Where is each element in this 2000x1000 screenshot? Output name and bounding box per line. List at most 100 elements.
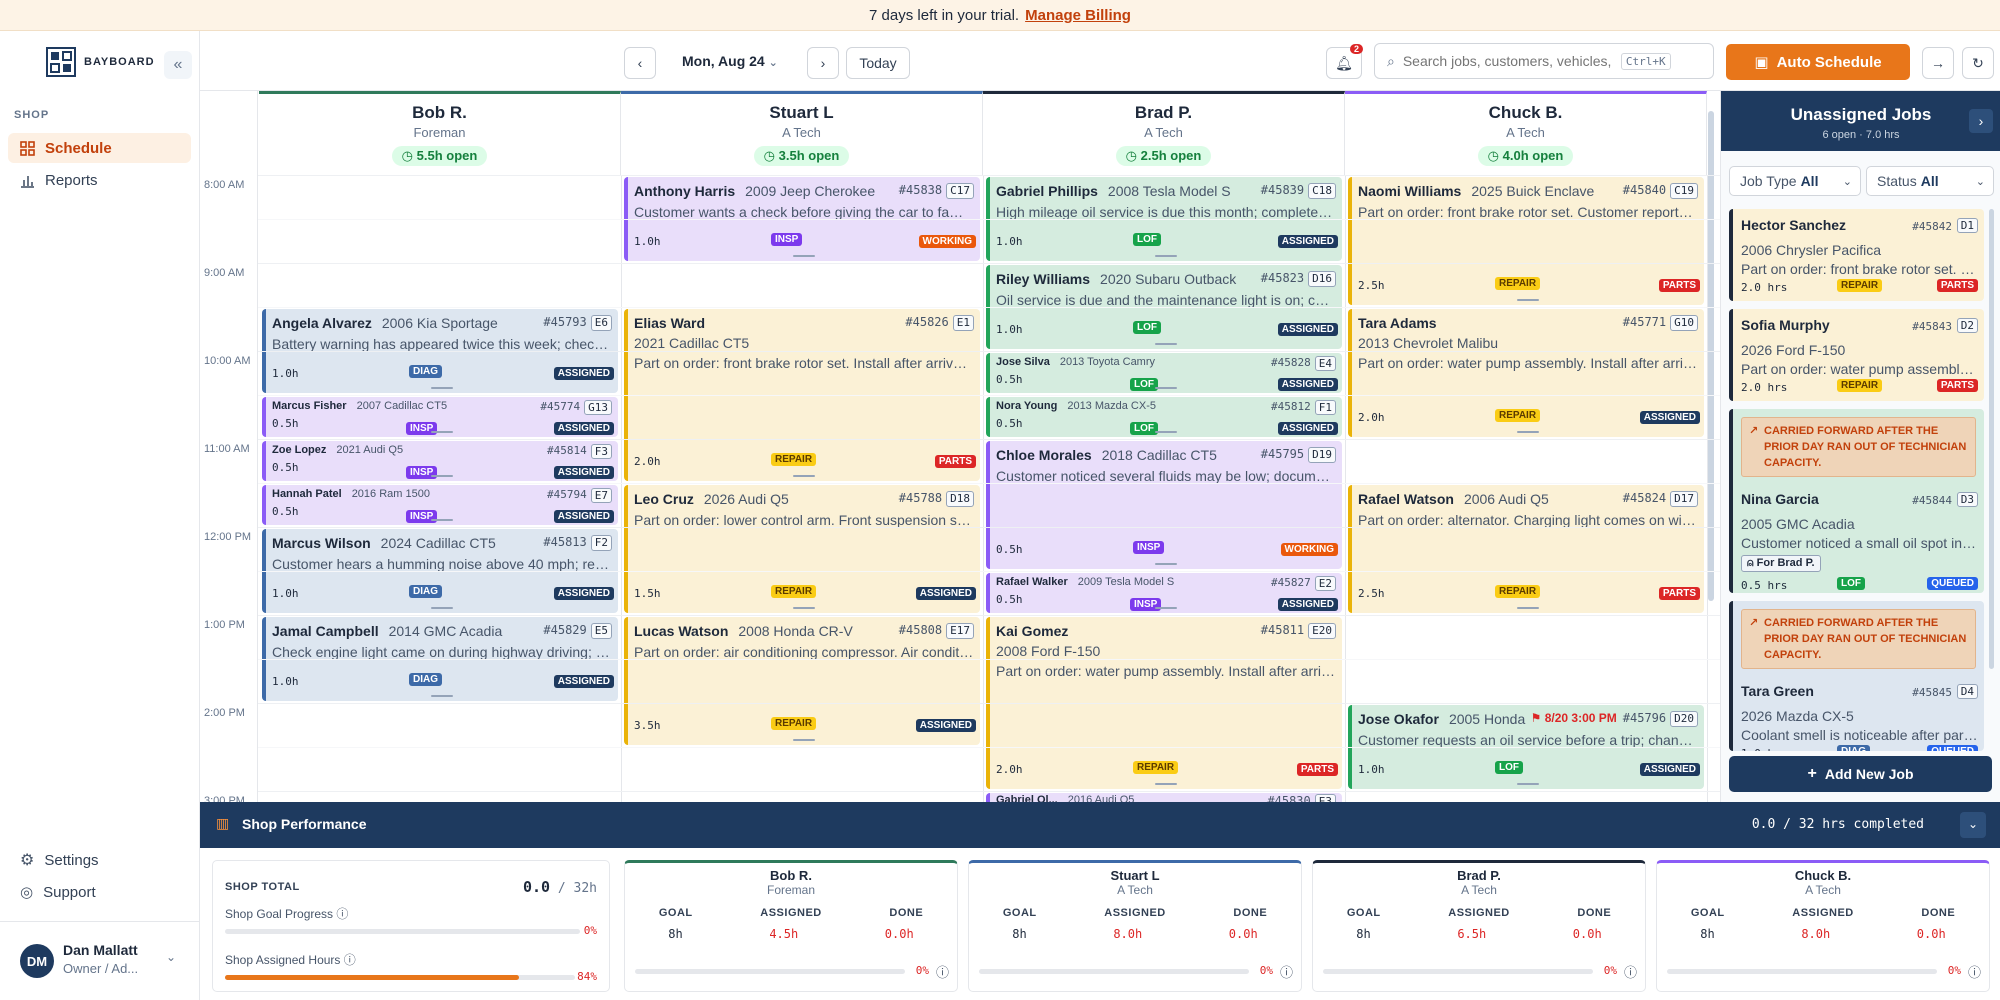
unassigned-job-card[interactable]: Hector Sanchez #45842 D1 2006 Chrysler Paci… [1729, 209, 1984, 301]
hour-line [258, 263, 1720, 264]
resize-handle[interactable] [1155, 387, 1177, 389]
collapse-panel-button[interactable]: › [1969, 109, 1993, 133]
job-description: Customer noticed a small oil spot in the… [1741, 535, 1978, 551]
sidebar-item-schedule[interactable]: Schedule [8, 133, 191, 163]
bell-icon: 🔔︎ [1335, 54, 1353, 71]
job-type-filter[interactable]: Job Type All ⌄ [1729, 166, 1861, 196]
scrollbar[interactable] [1989, 209, 1994, 669]
sidebar-item-reports[interactable]: Reports [8, 165, 191, 195]
job-hours: 1.0h [634, 235, 661, 248]
resize-handle[interactable] [1155, 343, 1177, 345]
resize-handle[interactable] [431, 695, 453, 697]
notifications-button[interactable]: 🔔︎ 2 [1326, 44, 1363, 79]
resize-handle[interactable] [431, 387, 453, 389]
job-card[interactable]: Gabriel Ol... 2016 Audi Q5 #45830 E3 [986, 793, 1342, 802]
resize-handle[interactable] [1155, 431, 1177, 433]
resize-handle[interactable] [431, 519, 453, 521]
carried-forward-notice: ↗ CARRIED FORWARD AFTER THE PRIOR DAY RAN… [1741, 417, 1976, 477]
assigned-header: ASSIGNED [760, 907, 822, 919]
resize-handle[interactable] [431, 475, 453, 477]
resize-handle[interactable] [1155, 255, 1177, 257]
job-card[interactable]: Zoe Lopez 2021 Audi Q5 #45814 F3 0.5h INSP ASS… [262, 441, 618, 481]
job-card[interactable]: Jose Silva 2013 Toyota Camry #45828 E4 0.5h L… [986, 353, 1342, 393]
job-card[interactable]: Naomi Williams 2025 Buick Enclave #45840 C1… [1348, 177, 1704, 305]
status-filter[interactable]: Status All ⌄ [1866, 166, 1994, 196]
job-hours: 0.5h [272, 461, 299, 474]
customer-name: Marcus Wilson [272, 535, 371, 551]
next-day-button[interactable]: › [807, 47, 839, 79]
job-card[interactable]: Leo Cruz 2026 Audi Q5 #45788 D18 Part on ord… [624, 485, 980, 613]
resize-handle[interactable] [1517, 783, 1539, 785]
unassigned-job-card[interactable]: Sofia Murphy #45843 D2 2026 Ford F-150 Part … [1729, 309, 1984, 401]
half-hour-line [258, 483, 1720, 484]
performance-bar[interactable]: ▥ Shop Performance 0.0 / 32 hrs complete… [200, 802, 2000, 848]
add-job-label: Add New Job [1824, 766, 1914, 782]
resize-handle[interactable] [793, 739, 815, 741]
tech-name: Stuart L [1110, 868, 1160, 883]
search-input[interactable] [1402, 53, 1613, 69]
sidebar-item-support[interactable]: ◎ Support [8, 877, 191, 907]
job-card[interactable]: Chloe Morales 2018 Cadillac CT5 #45795 D19 C… [986, 441, 1342, 569]
goal-header: GOAL [1002, 907, 1037, 919]
job-status-tag: ASSIGNED [553, 675, 614, 688]
add-new-job-button[interactable]: + Add New Job [1729, 756, 1992, 792]
tech-name: Bob R. [770, 868, 812, 883]
job-type-tag: REPAIR [1495, 409, 1541, 422]
unassigned-job-card[interactable]: ↗ CARRIED FORWARD AFTER THE PRIOR DAY RAN… [1729, 601, 1984, 751]
sidebar-item-settings[interactable]: ⚙ Settings [8, 845, 191, 875]
resize-handle[interactable] [793, 607, 815, 609]
auto-schedule-button[interactable]: ▣ Auto Schedule [1726, 44, 1910, 80]
job-description: Part on order: lower control arm. Front … [634, 512, 974, 528]
scrollbar[interactable] [1708, 111, 1714, 601]
job-card[interactable]: Tara Adams #45771 G10 2013 Chevrolet Malibu… [1348, 309, 1704, 437]
prev-day-button[interactable]: ‹ [624, 47, 656, 79]
resize-handle[interactable] [1155, 563, 1177, 565]
resize-handle[interactable] [1155, 783, 1177, 785]
vehicle: 2016 Ram 1500 [351, 488, 430, 500]
job-card[interactable]: Hannah Patel 2016 Ram 1500 #45794 E7 0.5h INS… [262, 485, 618, 525]
job-number: #45828 [1271, 356, 1311, 369]
job-card[interactable]: Nora Young 2013 Mazda CX-5 #45812 F1 0.5h LOF… [986, 397, 1342, 437]
tech-column-0: Bob R. Foreman ◷ 5.5h open [259, 91, 621, 175]
job-type-tag: INSP [406, 510, 438, 523]
customer-name: Nora Young [996, 400, 1058, 412]
date-picker[interactable]: Mon, Aug 24 ⌄ [682, 53, 778, 69]
resize-handle[interactable] [1517, 299, 1539, 301]
unassigned-job-card[interactable]: ↗ CARRIED FORWARD AFTER THE PRIOR DAY RAN… [1729, 409, 1984, 593]
collapse-sidebar-button[interactable]: « [164, 51, 192, 79]
time-column: 8:00 AM 9:00 AM 10:00 AM 11:00 AM 12:00 PM 1:… [200, 91, 258, 802]
job-hours: 1.0h [272, 367, 299, 380]
goal-value: 8h [1700, 927, 1715, 941]
resize-handle[interactable] [793, 255, 815, 257]
assigned-header: ASSIGNED [1792, 907, 1854, 919]
search-box[interactable]: ⌕ Ctrl+K [1374, 43, 1714, 79]
job-card[interactable]: Rafael Walker 2009 Tesla Model S #45827 E2 0… [986, 573, 1342, 613]
resize-handle[interactable] [1517, 607, 1539, 609]
job-card[interactable]: Rafael Watson 2006 Audi Q5 #45824 D17 Part o… [1348, 485, 1704, 613]
job-hours: 0.5h [272, 417, 299, 430]
hour-line [258, 175, 1720, 176]
job-card[interactable]: Lucas Watson 2008 Honda CR-V #45808 E17 Part… [624, 617, 980, 745]
job-type-tag: LOF [1133, 321, 1161, 334]
goal-value: 8h [1356, 927, 1371, 941]
job-card[interactable]: Marcus Fisher 2007 Cadillac CT5 #45774 G13 0… [262, 397, 618, 437]
job-hours: 1.5h [634, 587, 661, 600]
export-button[interactable]: → [1922, 47, 1954, 79]
resize-handle[interactable] [793, 475, 815, 477]
refresh-button[interactable]: ↻ [1962, 47, 1994, 79]
vehicle: 2021 Audi Q5 [336, 444, 404, 456]
resize-handle[interactable] [1517, 431, 1539, 433]
collapse-performance-button[interactable]: ⌄ [1960, 812, 1986, 838]
resize-handle[interactable] [431, 607, 453, 609]
today-button[interactable]: Today [846, 47, 910, 79]
resize-handle[interactable] [1155, 607, 1177, 609]
info-icon: ⓘ [1279, 965, 1293, 980]
calendar-icon: ▣ [1754, 54, 1769, 71]
tech-column-1: Stuart L A Tech ◷ 3.5h open [621, 91, 983, 175]
tech-progress [979, 969, 1249, 974]
job-status-tag: ASSIGNED [1639, 411, 1700, 424]
manage-billing-link[interactable]: Manage Billing [1025, 6, 1131, 24]
resize-handle[interactable] [431, 431, 453, 433]
user-menu[interactable]: DM Dan Mallatt Owner / Ad... ⌄ [0, 921, 200, 1000]
assigned-value: 6.5h [1457, 927, 1487, 941]
